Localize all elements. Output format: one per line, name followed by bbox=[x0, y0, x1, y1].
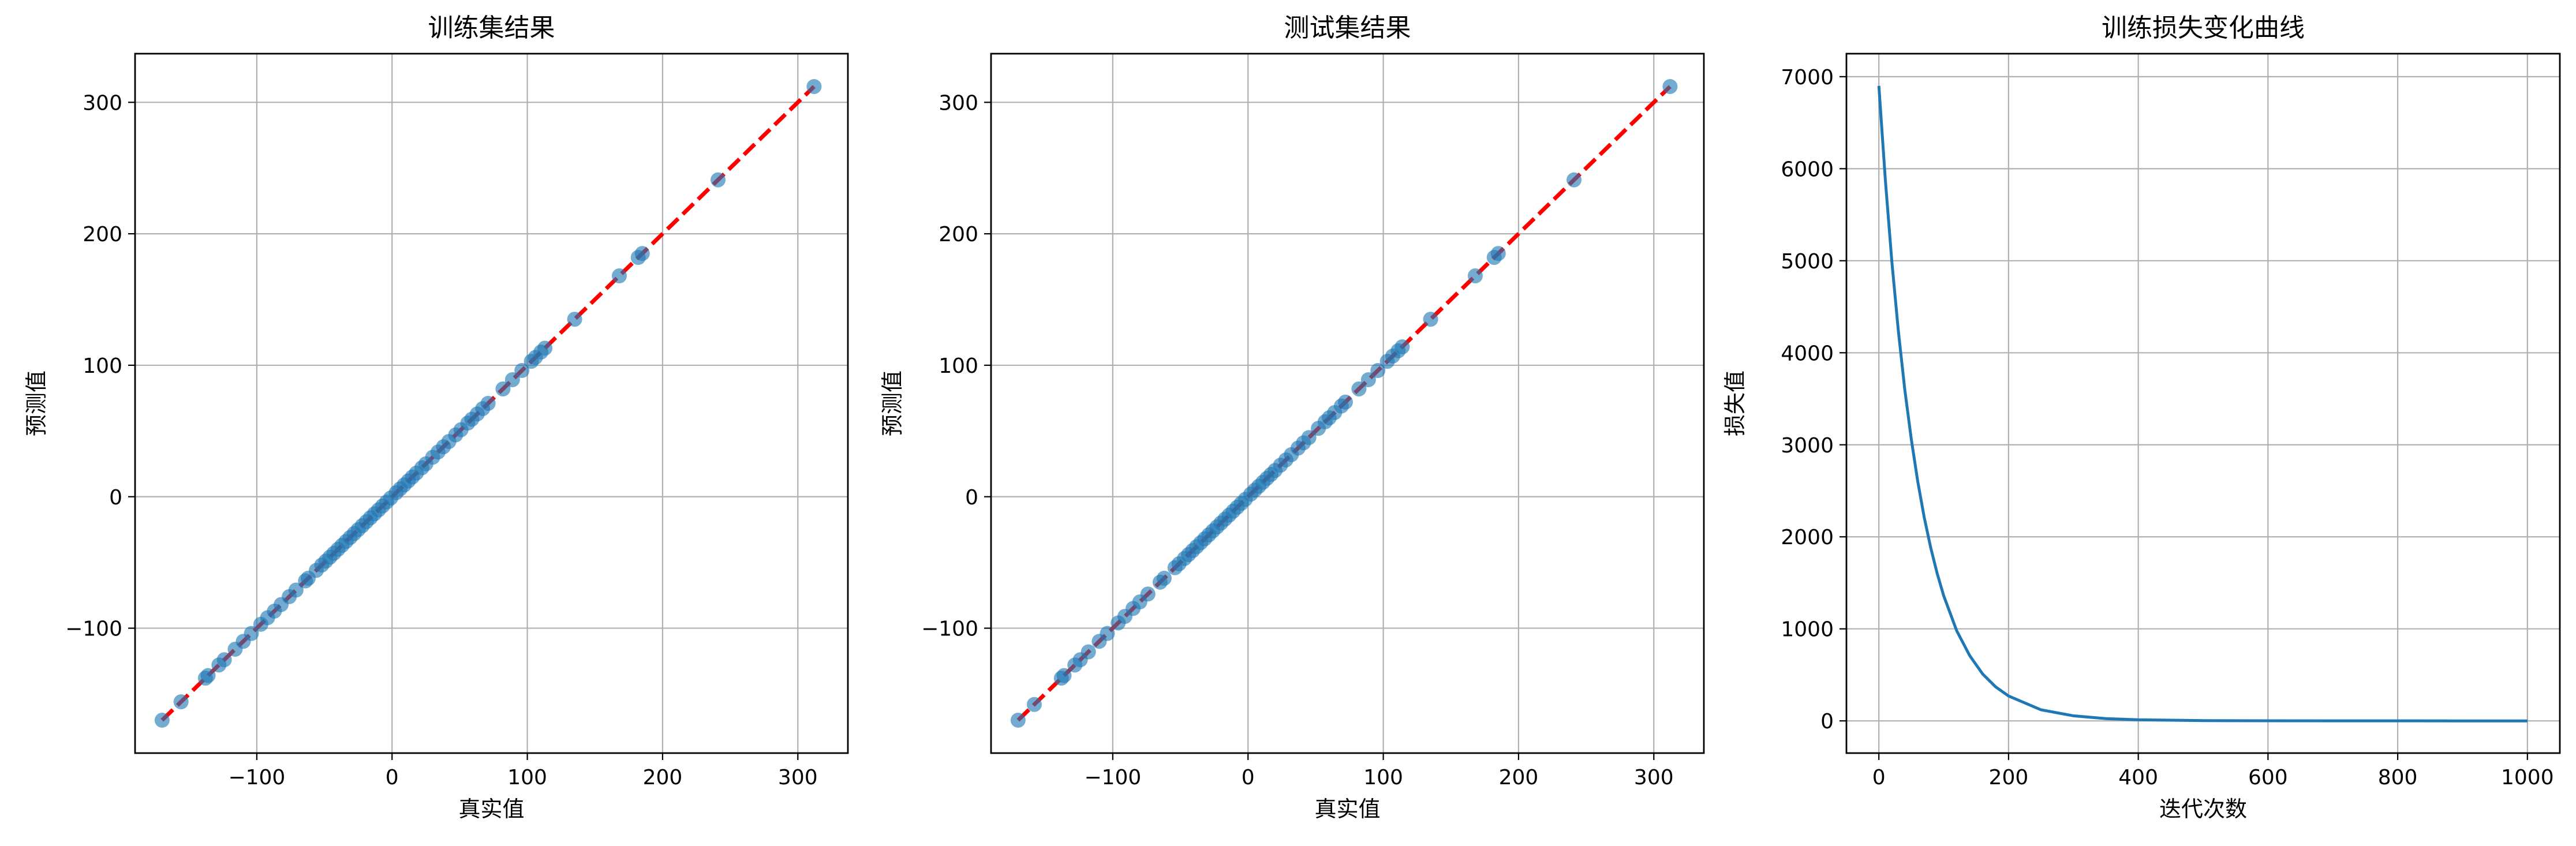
train-points bbox=[154, 78, 822, 728]
test-data-point bbox=[1394, 339, 1410, 355]
loss-y-tick-label: 3000 bbox=[1781, 434, 1834, 458]
test-y-axis-label: 预测值 bbox=[880, 370, 905, 436]
train-data-point bbox=[611, 268, 627, 284]
train-data-point bbox=[480, 396, 496, 411]
test-data-point bbox=[1370, 363, 1386, 379]
test-y-tick-label: −100 bbox=[921, 617, 978, 641]
loss-series-line bbox=[1877, 85, 2528, 723]
train-y-axis-label: 预测值 bbox=[24, 370, 49, 436]
test-data-point bbox=[1140, 586, 1156, 602]
train-y-tick-label: 0 bbox=[109, 486, 122, 510]
test-data-point bbox=[1026, 697, 1042, 712]
loss-x-tick-label: 1000 bbox=[2501, 766, 2554, 789]
test-scatter-panel: −100 0 100 200 300 −100 0 100 200 300 测试集结果 真实值 预… bbox=[880, 13, 1705, 822]
loss-x-axis-label: 迭代次数 bbox=[2159, 796, 2247, 822]
loss-x-tick-label: 400 bbox=[2118, 766, 2158, 789]
test-x-tick-label: 100 bbox=[1363, 766, 1403, 789]
test-data-point bbox=[1662, 78, 1678, 94]
train-data-point bbox=[634, 246, 650, 261]
train-chart-title: 训练集结果 bbox=[428, 13, 555, 43]
train-data-point bbox=[711, 172, 726, 188]
loss-y-tick-label: 2000 bbox=[1781, 526, 1834, 549]
train-x-tick-label: 300 bbox=[778, 766, 818, 789]
test-x-tick-label: 200 bbox=[1499, 766, 1539, 789]
test-x-tick-label: −100 bbox=[1084, 766, 1141, 789]
train-grid bbox=[135, 54, 848, 753]
test-x-axis-label: 真实值 bbox=[1314, 796, 1380, 822]
loss-line-layer bbox=[1877, 85, 2528, 723]
test-data-point bbox=[1081, 644, 1096, 660]
train-x-tick-label: 100 bbox=[507, 766, 547, 789]
loss-y-tick-label: 5000 bbox=[1781, 250, 1834, 274]
loss-x-tick-label: 0 bbox=[1872, 766, 1886, 789]
train-ticks: −100 0 100 200 300 −100 0 100 200 300 bbox=[65, 91, 818, 789]
train-data-point bbox=[288, 582, 304, 598]
loss-y-tick-label: 6000 bbox=[1781, 158, 1834, 181]
test-points bbox=[1010, 78, 1678, 728]
train-y-tick-label: 100 bbox=[83, 354, 122, 378]
test-y-tick-label: 0 bbox=[965, 486, 978, 510]
train-data-point bbox=[514, 363, 530, 379]
loss-y-tick-label: 7000 bbox=[1781, 66, 1834, 89]
train-data-point bbox=[244, 626, 259, 641]
test-data-point bbox=[1010, 713, 1026, 728]
test-data-point bbox=[1467, 268, 1483, 284]
train-plot-frame bbox=[134, 53, 849, 754]
loss-y-tick-label: 4000 bbox=[1781, 342, 1834, 365]
train-data-point bbox=[200, 668, 216, 683]
loss-y-tick-label: 1000 bbox=[1781, 618, 1834, 642]
train-x-tick-label: 0 bbox=[386, 766, 399, 789]
train-data-point bbox=[154, 713, 170, 728]
train-y-tick-label: −100 bbox=[65, 617, 122, 641]
train-scatter-panel: −100 0 100 200 300 −100 0 100 200 300 训练集结果 真实值 预… bbox=[24, 13, 849, 822]
test-data-point bbox=[1423, 312, 1438, 327]
test-y-tick-label: 300 bbox=[939, 91, 978, 115]
train-y-tick-label: 200 bbox=[83, 223, 122, 246]
test-data-point bbox=[1337, 394, 1353, 410]
test-data-point bbox=[1351, 381, 1367, 396]
test-x-tick-label: 0 bbox=[1242, 766, 1255, 789]
loss-y-axis-label: 损失值 bbox=[1722, 370, 1748, 436]
train-data-point bbox=[216, 652, 232, 668]
test-y-tick-label: 200 bbox=[939, 223, 978, 246]
loss-x-tick-label: 800 bbox=[2378, 766, 2418, 789]
test-x-tick-label: 300 bbox=[1634, 766, 1674, 789]
loss-x-tick-label: 600 bbox=[2248, 766, 2288, 789]
loss-y-tick-label: 0 bbox=[1820, 710, 1834, 733]
test-data-point bbox=[1566, 172, 1582, 188]
train-x-tick-label: 200 bbox=[643, 766, 683, 789]
loss-x-tick-label: 200 bbox=[1989, 766, 2029, 789]
train-x-axis-label: 真实值 bbox=[458, 796, 524, 822]
train-x-tick-label: −100 bbox=[228, 766, 285, 789]
train-data-point bbox=[567, 312, 582, 327]
test-chart-title: 测试集结果 bbox=[1284, 13, 1411, 43]
test-data-point bbox=[1056, 668, 1072, 683]
test-data-point bbox=[1360, 372, 1376, 387]
test-data-point bbox=[1490, 246, 1506, 261]
train-data-point bbox=[806, 78, 822, 94]
train-data-point bbox=[504, 372, 520, 387]
loss-plot-frame bbox=[1845, 53, 2561, 754]
train-y-tick-label: 300 bbox=[83, 91, 122, 115]
train-data-point bbox=[173, 694, 189, 710]
loss-curve-panel: 0 200 400 600 800 1000 0 1000 2000 3000 4000 5000 60… bbox=[1722, 13, 2561, 822]
train-data-point bbox=[495, 381, 511, 396]
test-y-tick-label: 100 bbox=[939, 354, 978, 378]
loss-grid bbox=[1846, 54, 2560, 753]
test-data-point bbox=[1100, 626, 1115, 641]
test-ticks: −100 0 100 200 300 −100 0 100 200 300 bbox=[921, 91, 1674, 789]
loss-ticks: 0 200 400 600 800 1000 0 1000 2000 3000 4000 5000 60… bbox=[1781, 66, 2553, 789]
train-data-point bbox=[537, 340, 553, 356]
loss-chart-title: 训练损失变化曲线 bbox=[2102, 13, 2305, 43]
test-data-point bbox=[1156, 571, 1172, 586]
test-data-point bbox=[1301, 430, 1317, 446]
test-plot-frame bbox=[990, 53, 1705, 754]
